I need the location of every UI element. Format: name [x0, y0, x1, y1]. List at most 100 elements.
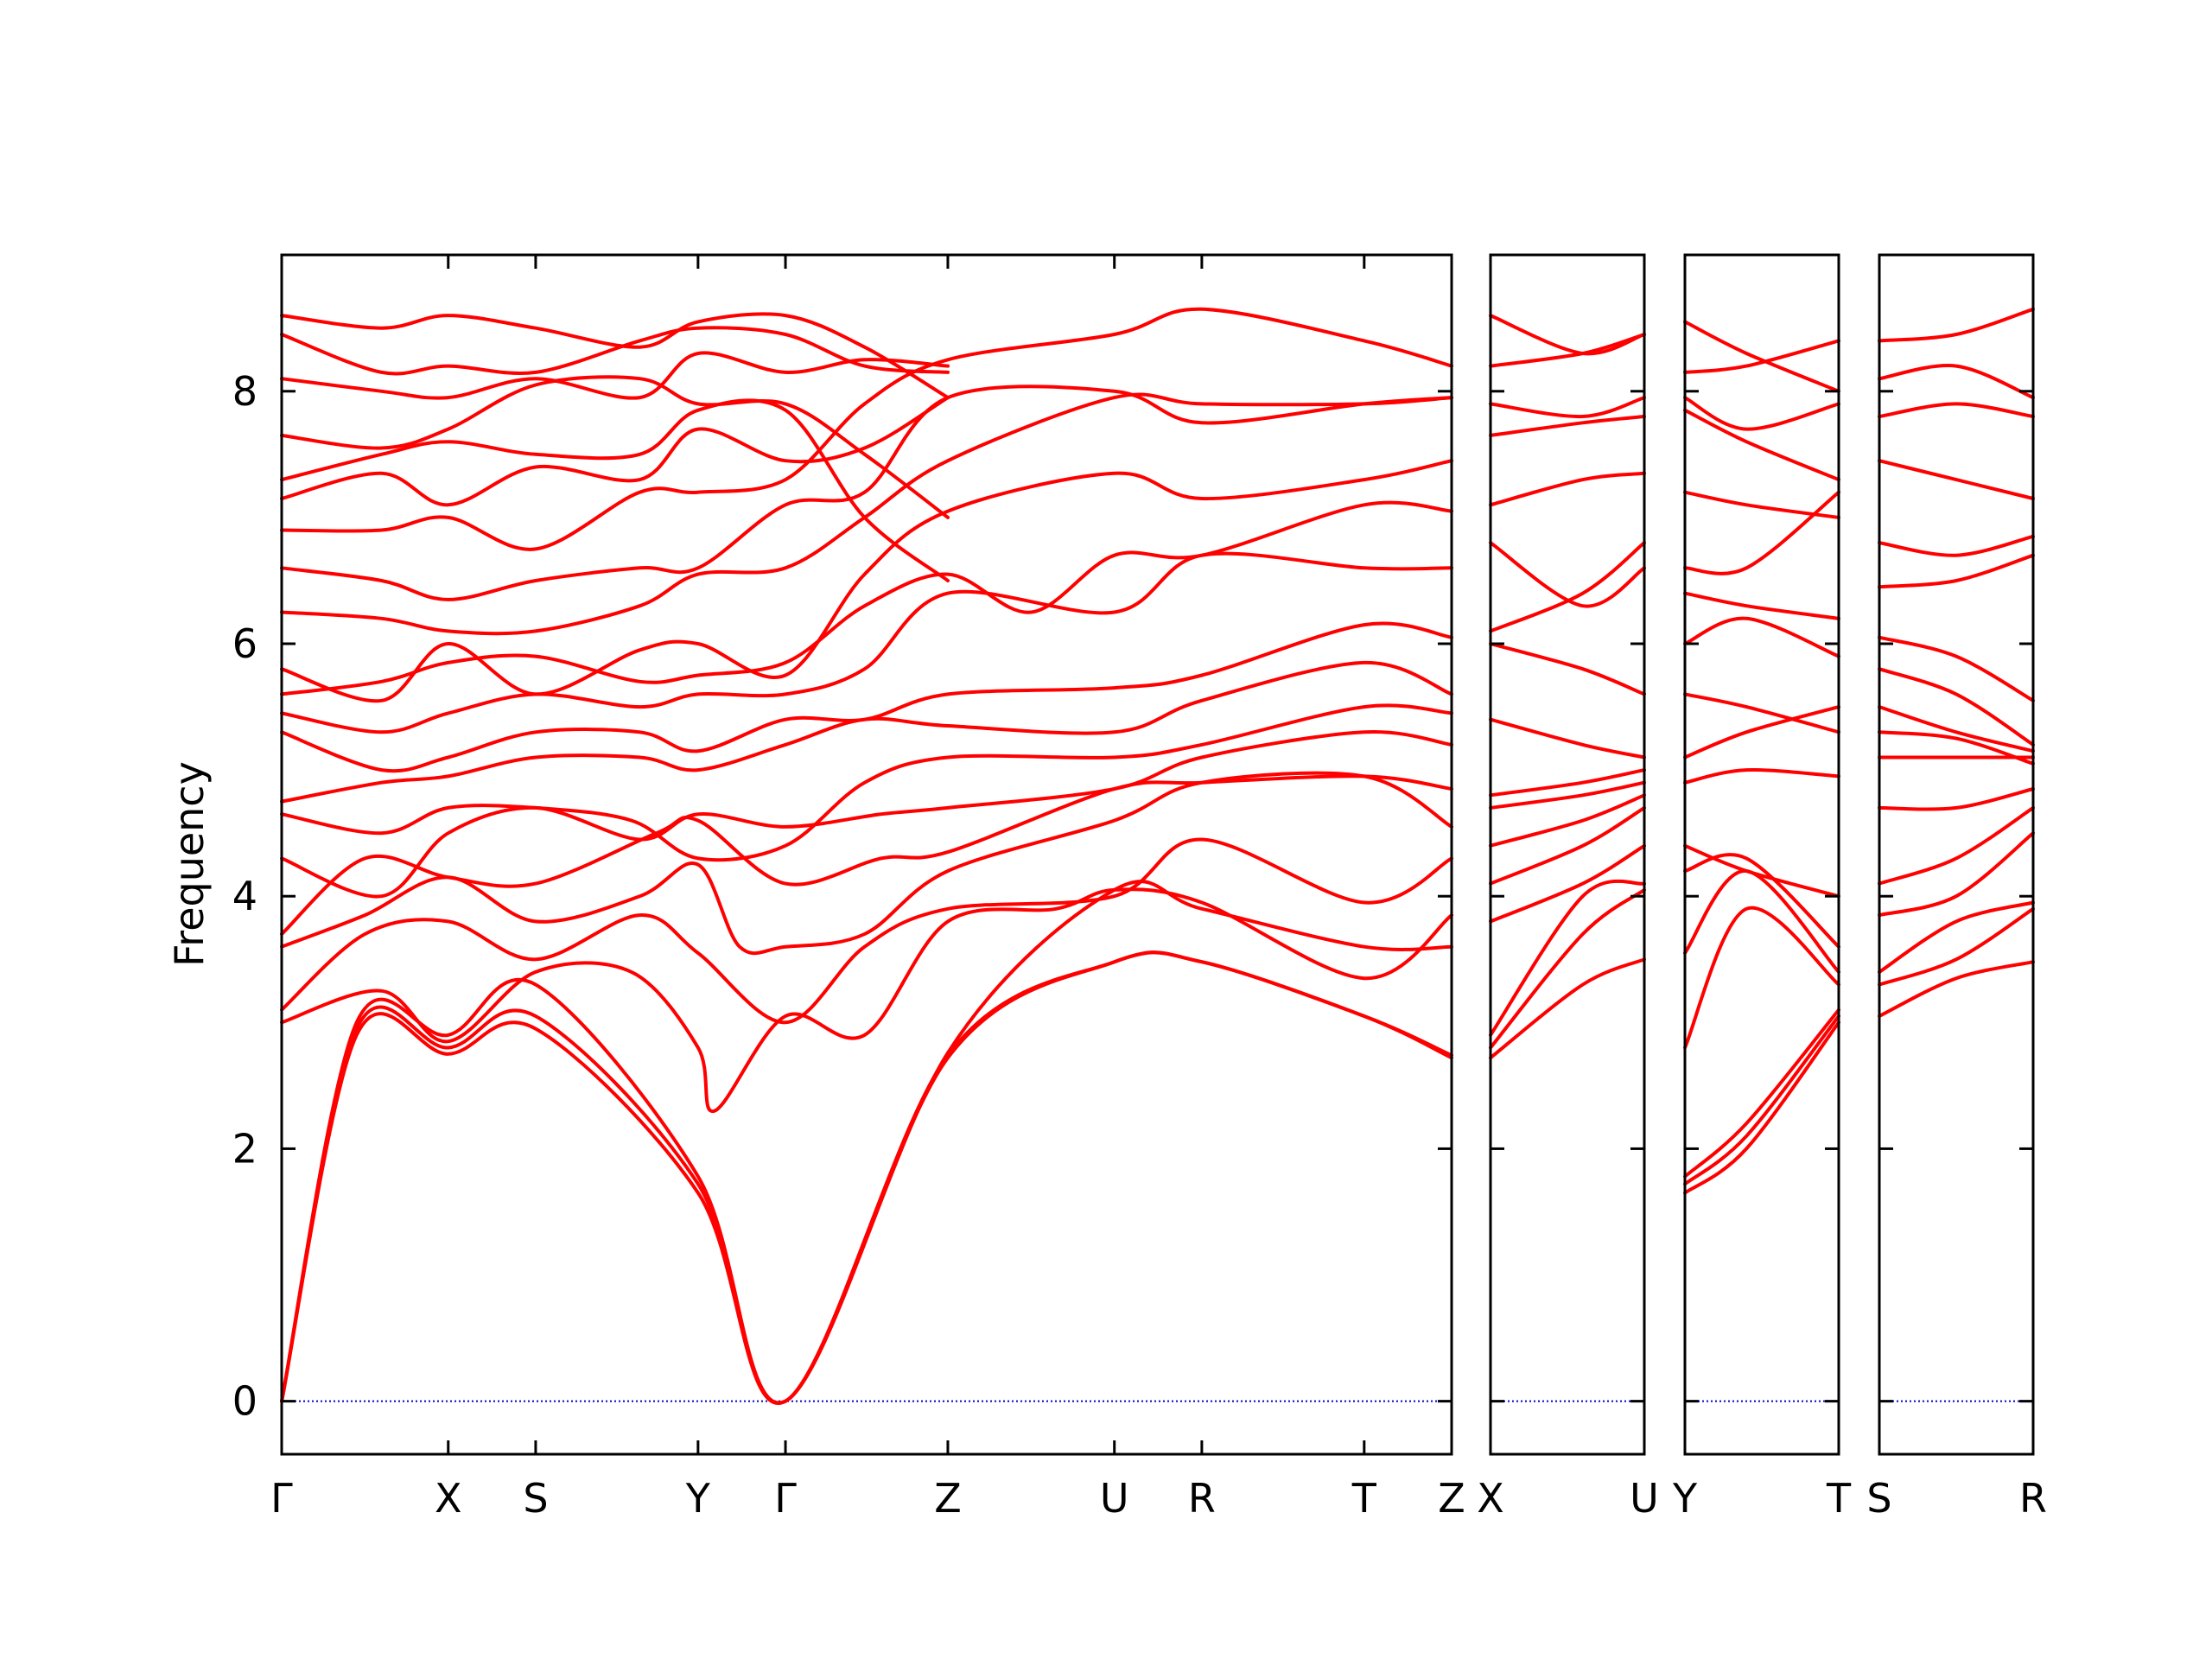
band-line-0-6	[280, 774, 1453, 936]
band-line-1-7	[1489, 768, 1646, 798]
band-line-1-9	[1489, 642, 1646, 696]
band-line-3-8	[1878, 705, 2035, 753]
band-line-3-0	[1878, 960, 2035, 1018]
band-line-0-19	[280, 375, 950, 519]
y-tick-label: 0	[232, 1378, 257, 1425]
high-symmetry-label: X	[435, 1475, 462, 1522]
band-line-0-8	[280, 703, 1453, 862]
band-line-0-7	[280, 730, 1453, 899]
high-symmetry-label: T	[1351, 1475, 1377, 1522]
band-line-2-3	[1683, 906, 1840, 1050]
band-line-0-10	[280, 621, 1453, 773]
band-line-2-10	[1683, 616, 1840, 658]
y-tick-label: 4	[232, 873, 257, 919]
band-line-1-5	[1489, 793, 1646, 848]
band-line-0-3	[280, 887, 1453, 1113]
high-symmetry-label: U	[1100, 1475, 1129, 1522]
high-symmetry-label: R	[2019, 1475, 2047, 1522]
band-line-3-12	[1878, 534, 2035, 557]
band-line-3-7	[1878, 730, 2035, 766]
y-tick-label: 8	[232, 368, 257, 415]
band-line-2-5	[1683, 853, 1840, 949]
band-line-2-11	[1683, 591, 1840, 620]
high-symmetry-label: U	[1630, 1475, 1659, 1522]
panel-0: 0 2 4 6 8 Γ X S Y Γ Z U R T Z	[232, 253, 1465, 1522]
band-line-0-18	[280, 398, 950, 582]
band-line-1-4	[1489, 805, 1646, 886]
band-line-0-1	[280, 950, 1453, 1405]
high-symmetry-label: Γ	[270, 1475, 293, 1522]
band-line-0-15	[280, 385, 1453, 601]
high-symmetry-label: Γ	[774, 1475, 797, 1522]
band-line-2-9	[1683, 692, 1840, 734]
band-line-3-14	[1878, 402, 2035, 418]
band-line-3-9	[1878, 667, 2035, 747]
band-line-3-16	[1878, 307, 2035, 343]
band-line-1-0	[1489, 957, 1646, 1060]
band-line-0-20	[280, 351, 950, 400]
band-line-2-8	[1683, 705, 1840, 760]
high-symmetry-label: S	[1866, 1475, 1891, 1522]
band-line-2-6	[1683, 843, 1840, 899]
band-line-1-10	[1489, 541, 1646, 633]
band-line-3-4	[1878, 805, 2035, 886]
band-line-2-12	[1683, 490, 1840, 575]
high-symmetry-label: T	[1826, 1475, 1852, 1522]
band-line-1-13	[1489, 415, 1646, 437]
band-line-1-3	[1489, 843, 1646, 924]
band-line-1-8	[1489, 717, 1646, 760]
high-symmetry-label: X	[1477, 1475, 1504, 1522]
band-line-1-16	[1489, 314, 1646, 356]
band-line-3-1	[1878, 906, 2035, 987]
band-line-1-12	[1489, 471, 1646, 507]
band-line-0-9	[280, 660, 1453, 804]
y-axis-label: Frequency	[166, 761, 213, 967]
band-line-0-16	[280, 307, 1453, 551]
band-line-3-15	[1878, 364, 2035, 400]
band-line-0-2	[280, 880, 1453, 1405]
high-symmetry-label: R	[1188, 1475, 1216, 1522]
band-line-2-2	[1683, 1007, 1840, 1179]
band-line-0-0	[280, 950, 1453, 1405]
band-line-3-2	[1878, 900, 2035, 974]
band-line-0-12	[280, 500, 1453, 696]
band-line-2-15	[1683, 396, 1840, 431]
panel-frame	[1683, 253, 1840, 1456]
high-symmetry-label: Y	[685, 1475, 711, 1522]
band-line-1-1	[1489, 887, 1646, 1050]
band-line-2-7	[1683, 767, 1840, 785]
y-tick-label: 6	[232, 620, 257, 667]
band-line-0-11	[280, 551, 1453, 734]
band-line-1-14	[1489, 396, 1646, 419]
band-line-3-13	[1878, 459, 2035, 500]
y-tick-label: 2	[232, 1125, 257, 1172]
band-line-2-16	[1683, 339, 1840, 374]
band-line-0-4	[280, 837, 1453, 1025]
band-line-3-3	[1878, 831, 2035, 918]
band-line-1-2	[1489, 879, 1646, 1037]
high-symmetry-label: Z	[934, 1475, 962, 1522]
band-line-0-22	[280, 312, 950, 400]
band-line-2-14	[1683, 408, 1840, 482]
band-line-2-17	[1683, 320, 1840, 393]
high-symmetry-label: Z	[1438, 1475, 1465, 1522]
high-symmetry-label: S	[523, 1475, 548, 1522]
band-line-3-10	[1878, 635, 2035, 702]
band-line-0-17	[280, 396, 950, 507]
panel-frame	[280, 253, 1453, 1456]
band-line-2-0	[1683, 1020, 1840, 1195]
panel-frame	[1489, 253, 1646, 1456]
band-line-1-11	[1489, 541, 1646, 608]
high-symmetry-label: Y	[1672, 1475, 1698, 1522]
band-line-2-1	[1683, 1014, 1840, 1186]
panel-frame	[1878, 253, 2035, 1456]
band-line-0-21	[280, 326, 950, 376]
band-line-0-13	[280, 459, 1453, 703]
band-line-1-6	[1489, 780, 1646, 810]
band-line-3-11	[1878, 553, 2035, 589]
